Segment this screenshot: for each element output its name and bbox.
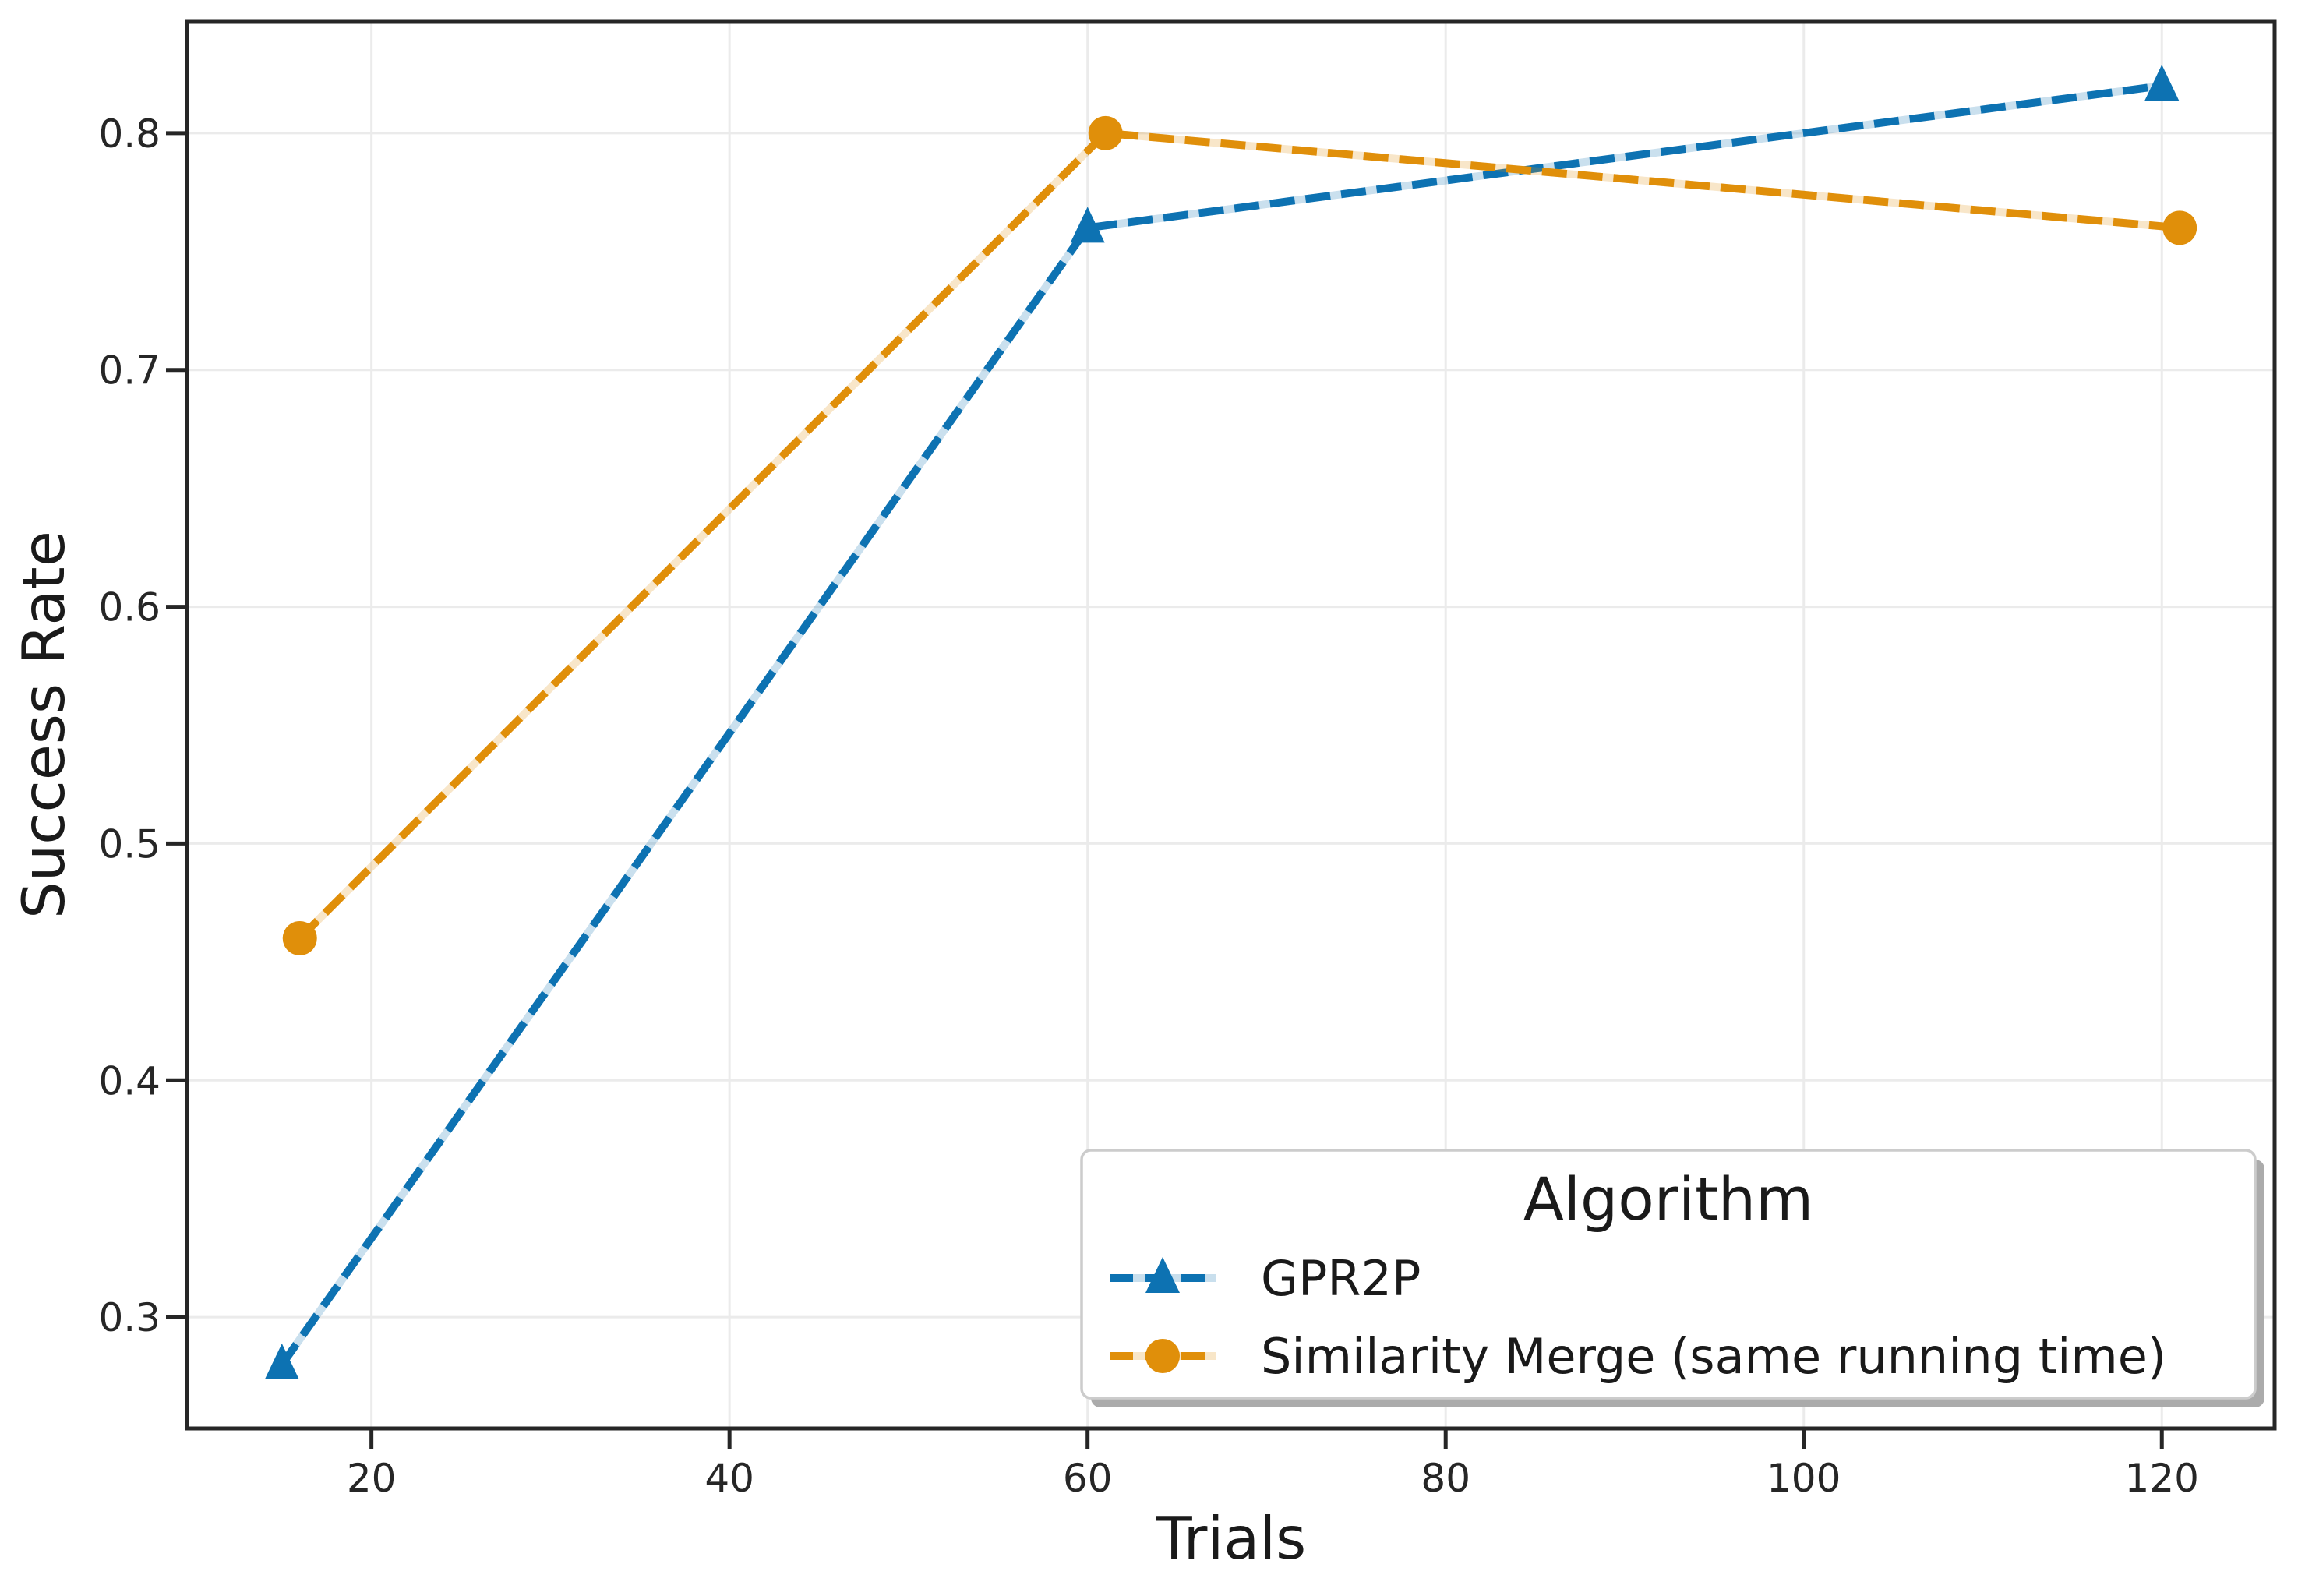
legend-sample-marker xyxy=(1145,1339,1180,1373)
y-axis-label: Success Rate xyxy=(9,531,78,919)
legend-entry-similarity-merge-same-running-time: Similarity Merge (same running time) xyxy=(1110,1328,2166,1385)
series-underlay-similarity-merge-same-running-time xyxy=(297,129,2180,941)
y-tick-label: 0.5 xyxy=(98,821,161,867)
legend-sample-marker xyxy=(1145,1257,1180,1293)
series-marker-gpr2p xyxy=(2144,65,2180,101)
grid xyxy=(187,22,2275,1428)
y-tick-label: 0.3 xyxy=(98,1295,161,1340)
y-tick-label: 0.6 xyxy=(98,585,161,630)
y-tick-label: 0.4 xyxy=(98,1058,161,1103)
series-line-gpr2p xyxy=(278,82,2162,1367)
series-marker-gpr2p xyxy=(1070,207,1105,243)
legend-entry-gpr2p: GPR2P xyxy=(1110,1250,1421,1307)
y-tick-label: 0.7 xyxy=(98,348,161,394)
series-marker-similarity-merge-same-running-time xyxy=(1088,115,1123,150)
series-marker-gpr2p xyxy=(264,1343,299,1379)
series-layer xyxy=(264,65,2197,1379)
series-line-similarity-merge-same-running-time xyxy=(297,129,2180,941)
series-marker-similarity-merge-same-running-time xyxy=(282,920,317,955)
y-tick-label: 0.8 xyxy=(98,111,161,157)
x-tick-label: 100 xyxy=(1767,1456,1841,1501)
legend-entry-label: GPR2P xyxy=(1261,1250,1421,1307)
legend-title: Algorithm xyxy=(1523,1164,1813,1234)
x-tick-label: 120 xyxy=(2125,1456,2199,1501)
x-axis-label: Trials xyxy=(1156,1504,1306,1573)
x-tick-label: 60 xyxy=(1063,1456,1113,1501)
series-marker-similarity-merge-same-running-time xyxy=(2162,210,2197,245)
x-tick-label: 20 xyxy=(347,1456,397,1501)
x-tick-label: 40 xyxy=(704,1456,754,1501)
axis-ticks: 20 40 60 80 100 120 0.3 0.4 0.5 0.6 0.7 0.8 xyxy=(98,111,2199,1501)
legend: GPR2P Similarity Merge (same running time… xyxy=(1080,1149,2264,1407)
legend-box xyxy=(1080,1149,2257,1400)
x-tick-label: 80 xyxy=(1421,1456,1470,1501)
plot-border xyxy=(185,19,2277,1431)
legend-entry-label: Similarity Merge (same running time) xyxy=(1261,1328,2166,1385)
